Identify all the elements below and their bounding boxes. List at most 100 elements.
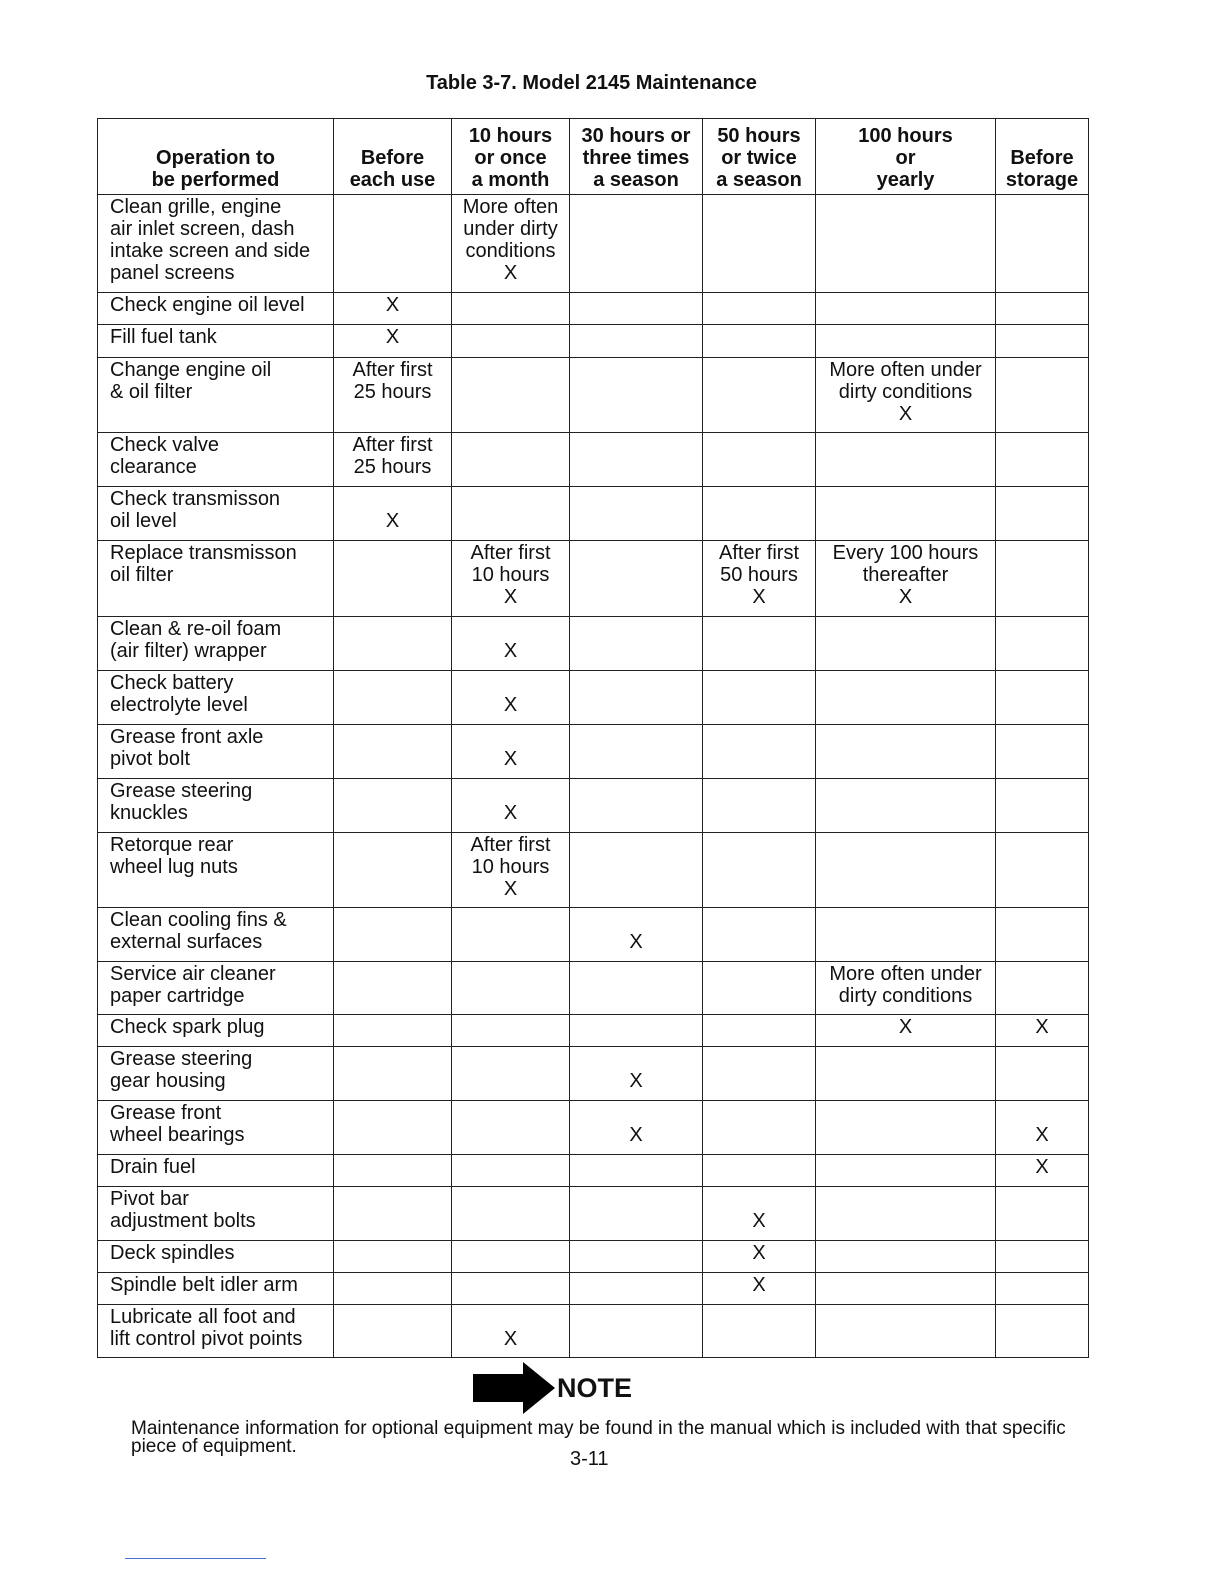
column-header: Before storage	[995, 118, 1089, 195]
divider	[125, 1558, 266, 1559]
schedule-cell	[995, 1046, 1089, 1101]
operation-cell: Grease steering knuckles	[97, 778, 334, 833]
schedule-cell	[451, 1046, 570, 1101]
schedule-cell	[333, 194, 452, 293]
schedule-cell	[995, 1240, 1089, 1273]
schedule-cell	[333, 1304, 452, 1358]
schedule-cell: X	[995, 1154, 1089, 1187]
schedule-cell	[569, 194, 703, 293]
schedule-cell	[995, 540, 1089, 617]
schedule-cell	[995, 961, 1089, 1015]
schedule-cell	[451, 1240, 570, 1273]
schedule-cell	[451, 1154, 570, 1187]
schedule-cell	[569, 1186, 703, 1241]
table-row: Grease steering knuckles X	[97, 778, 1089, 833]
schedule-cell	[333, 1014, 452, 1047]
schedule-cell	[815, 670, 996, 725]
schedule-cell	[702, 486, 816, 541]
schedule-cell	[451, 292, 570, 325]
schedule-cell: X	[451, 724, 570, 779]
schedule-cell	[569, 486, 703, 541]
schedule-cell	[451, 1014, 570, 1047]
schedule-cell: X	[702, 1272, 816, 1305]
schedule-cell	[815, 324, 996, 358]
schedule-cell: After first 25 hours	[333, 357, 452, 433]
table-row: Clean grille, engine air inlet screen, d…	[97, 194, 1089, 293]
schedule-cell	[815, 1240, 996, 1273]
table-row: Grease front axle pivot bolt X	[97, 724, 1089, 779]
table-row: Check spark plug X X	[97, 1014, 1089, 1047]
schedule-cell	[702, 961, 816, 1015]
schedule-cell: More often under dirty conditions X	[815, 357, 996, 433]
operation-cell: Lubricate all foot and lift control pivo…	[97, 1304, 334, 1358]
schedule-cell	[569, 832, 703, 908]
schedule-cell	[995, 1186, 1089, 1241]
schedule-cell	[995, 670, 1089, 725]
schedule-cell: After first 25 hours	[333, 432, 452, 487]
schedule-cell	[995, 432, 1089, 487]
column-header: 100 hours or yearly	[815, 118, 996, 195]
schedule-cell	[702, 1100, 816, 1155]
schedule-cell	[702, 1154, 816, 1187]
table-row: Lubricate all foot and lift control pivo…	[97, 1304, 1089, 1358]
schedule-cell	[333, 778, 452, 833]
table-row: Deck spindles X	[97, 1240, 1089, 1273]
schedule-cell	[702, 616, 816, 671]
schedule-cell	[451, 1186, 570, 1241]
schedule-cell: X	[451, 616, 570, 671]
schedule-cell	[995, 907, 1089, 962]
note-label: NOTE	[557, 1372, 633, 1403]
operation-cell: Service air cleaner paper cartridge	[97, 961, 334, 1015]
schedule-cell	[702, 194, 816, 293]
schedule-cell	[995, 1304, 1089, 1358]
operation-cell: Grease steering gear housing	[97, 1046, 334, 1101]
schedule-cell: X	[815, 1014, 996, 1047]
schedule-cell	[569, 1272, 703, 1305]
schedule-cell	[702, 1304, 816, 1358]
schedule-cell	[995, 616, 1089, 671]
schedule-cell	[569, 357, 703, 433]
schedule-cell	[333, 1046, 452, 1101]
schedule-cell	[995, 1272, 1089, 1305]
schedule-cell: X	[995, 1100, 1089, 1155]
schedule-cell: X	[702, 1240, 816, 1273]
operation-cell: Clean cooling fins & external surfaces	[97, 907, 334, 962]
table-row: Change engine oil & oil filter After firs…	[97, 357, 1089, 433]
schedule-cell	[569, 724, 703, 779]
schedule-cell: After first 50 hours X	[702, 540, 816, 617]
table-title: Table 3-7. Model 2145 Maintenance	[426, 72, 757, 94]
table-row: Check engine oil level X	[97, 292, 1089, 325]
schedule-cell	[569, 670, 703, 725]
operation-cell: Check engine oil level	[97, 292, 334, 325]
schedule-cell	[333, 1100, 452, 1155]
schedule-cell: X	[569, 1046, 703, 1101]
operation-cell: Check spark plug	[97, 1014, 334, 1047]
maintenance-table: Operation to be performed Before each use…	[97, 118, 1089, 1358]
schedule-cell: X	[569, 1100, 703, 1155]
schedule-cell: X	[451, 670, 570, 725]
operation-cell: Drain fuel	[97, 1154, 334, 1187]
schedule-cell	[815, 486, 996, 541]
schedule-cell	[702, 357, 816, 433]
schedule-cell	[333, 724, 452, 779]
note-heading: NOTE	[473, 1362, 632, 1414]
schedule-cell	[333, 832, 452, 908]
schedule-cell	[815, 194, 996, 293]
schedule-cell	[451, 1272, 570, 1305]
operation-cell: Grease front axle pivot bolt	[97, 724, 334, 779]
schedule-cell	[333, 1154, 452, 1187]
schedule-cell: X	[569, 907, 703, 962]
table-row: Grease front wheel bearings X X	[97, 1100, 1089, 1155]
schedule-cell: X	[702, 1186, 816, 1241]
note-text: Maintenance information for optional equ…	[131, 1418, 1066, 1457]
schedule-cell	[333, 1272, 452, 1305]
schedule-cell	[569, 324, 703, 358]
schedule-cell	[815, 292, 996, 325]
schedule-cell	[569, 1304, 703, 1358]
operation-cell: Grease front wheel bearings	[97, 1100, 334, 1155]
schedule-cell	[702, 1014, 816, 1047]
schedule-cell	[702, 432, 816, 487]
schedule-cell	[702, 778, 816, 833]
operation-cell: Check battery electrolyte level	[97, 670, 334, 725]
operation-cell: Deck spindles	[97, 1240, 334, 1273]
